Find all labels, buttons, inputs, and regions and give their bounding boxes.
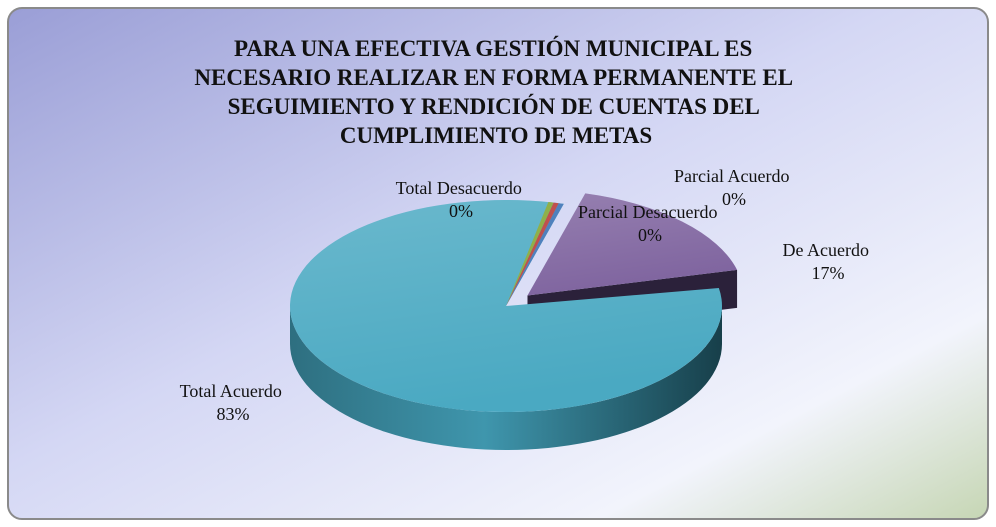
chart-title: PARA UNA EFECTIVA GESTIÓN MUNICIPAL ES N… <box>194 35 797 148</box>
label-de-acuerdo: De Acuerdo 17% <box>783 240 874 283</box>
label-parcial-desacuerdo: Parcial Desacuerdo 0% <box>578 202 722 245</box>
label-total-desacuerdo-value: 0% <box>449 201 473 221</box>
label-total-desacuerdo-name: Total Desacuerdo <box>396 178 522 198</box>
label-parcial-acuerdo: Parcial Acuerdo 0% <box>674 166 794 209</box>
slice-parcial-desacuerdo <box>506 202 559 306</box>
slice-sheen-total-acuerdo <box>289 200 722 412</box>
label-parcial-acuerdo-value: 0% <box>722 189 746 209</box>
title-line-3: SEGUIMIENTO Y RENDICIÓN DE CUENTAS DEL <box>228 93 760 119</box>
slice-sheen-de-acuerdo <box>527 193 738 296</box>
label-total-desacuerdo: Total Desacuerdo 0% <box>396 178 527 221</box>
label-parcial-acuerdo-name: Parcial Acuerdo <box>674 166 789 186</box>
label-de-acuerdo-value: 17% <box>812 263 845 283</box>
slice-side-total-acuerdo <box>290 306 722 450</box>
slice-total-desacuerdo <box>506 202 554 306</box>
label-de-acuerdo-name: De Acuerdo <box>783 240 869 260</box>
label-parcial-desacuerdo-value: 0% <box>638 225 662 245</box>
title-line-2: NECESARIO REALIZAR EN FORMA PERMANENTE E… <box>194 65 792 90</box>
slice-parcial-acuerdo <box>506 203 564 306</box>
chart-frame: PARA UNA EFECTIVA GESTIÓN MUNICIPAL ES N… <box>6 6 990 521</box>
label-parcial-desacuerdo-name: Parcial Desacuerdo <box>578 202 717 222</box>
pie-group <box>289 193 738 450</box>
label-total-acuerdo-value: 83% <box>217 404 250 424</box>
label-total-acuerdo-name: Total Acuerdo <box>180 381 282 401</box>
label-total-acuerdo: Total Acuerdo 83% <box>180 381 287 424</box>
title-line-1: PARA UNA EFECTIVA GESTIÓN MUNICIPAL ES <box>234 35 752 61</box>
pie-chart: PARA UNA EFECTIVA GESTIÓN MUNICIPAL ES N… <box>7 7 989 520</box>
title-line-4: CUMPLIMIENTO DE METAS <box>340 123 652 148</box>
